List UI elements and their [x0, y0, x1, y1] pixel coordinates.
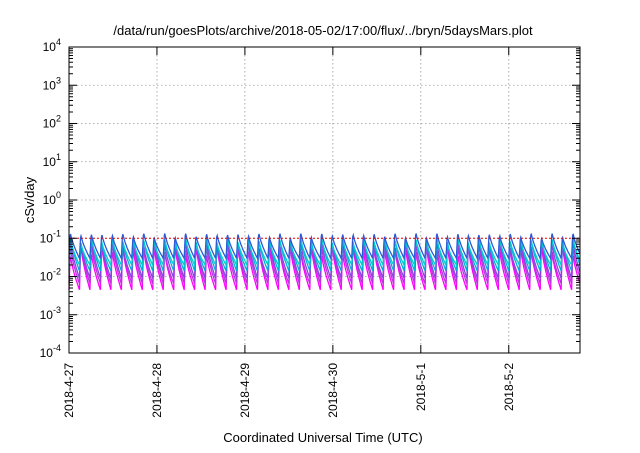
x-axis-ticks: 2018-4-27 2018-4-28 2018-4-29 2018-4-30 2018…	[62, 47, 516, 418]
x-tick-label: 2018-4-28	[150, 363, 164, 418]
x-tick-label: 2018-4-27	[62, 363, 76, 418]
y-tick-label: 102	[43, 114, 61, 131]
y-tick-label: 103	[43, 75, 61, 92]
series-lines	[68, 232, 581, 291]
y-axis-label: cSv/day	[22, 176, 37, 223]
y-tick-label: 101	[43, 152, 61, 169]
x-tick-label: 2018-4-29	[238, 363, 252, 418]
grid	[69, 47, 580, 353]
y-tick-label: 10-2	[40, 267, 61, 284]
chart-title: /data/run/goesPlots/archive/2018-05-02/1…	[113, 23, 533, 38]
y-tick-label: 10-3	[40, 305, 61, 322]
y-tick-label: 100	[43, 190, 61, 207]
y-axis-ticks: 10-4 10-3 10-2 10-1 100 101 102 103 104	[40, 37, 580, 360]
y-tick-label: 104	[43, 37, 61, 54]
y-tick-label: 10-1	[40, 228, 61, 245]
x-axis-label: Coordinated Universal Time (UTC)	[223, 430, 422, 445]
x-tick-label: 2018-4-30	[326, 363, 340, 418]
y-tick-label: 10-4	[40, 343, 61, 360]
series-line	[68, 232, 581, 261]
x-tick-label: 2018-5-2	[502, 363, 516, 411]
x-tick-label: 2018-5-1	[414, 363, 428, 411]
